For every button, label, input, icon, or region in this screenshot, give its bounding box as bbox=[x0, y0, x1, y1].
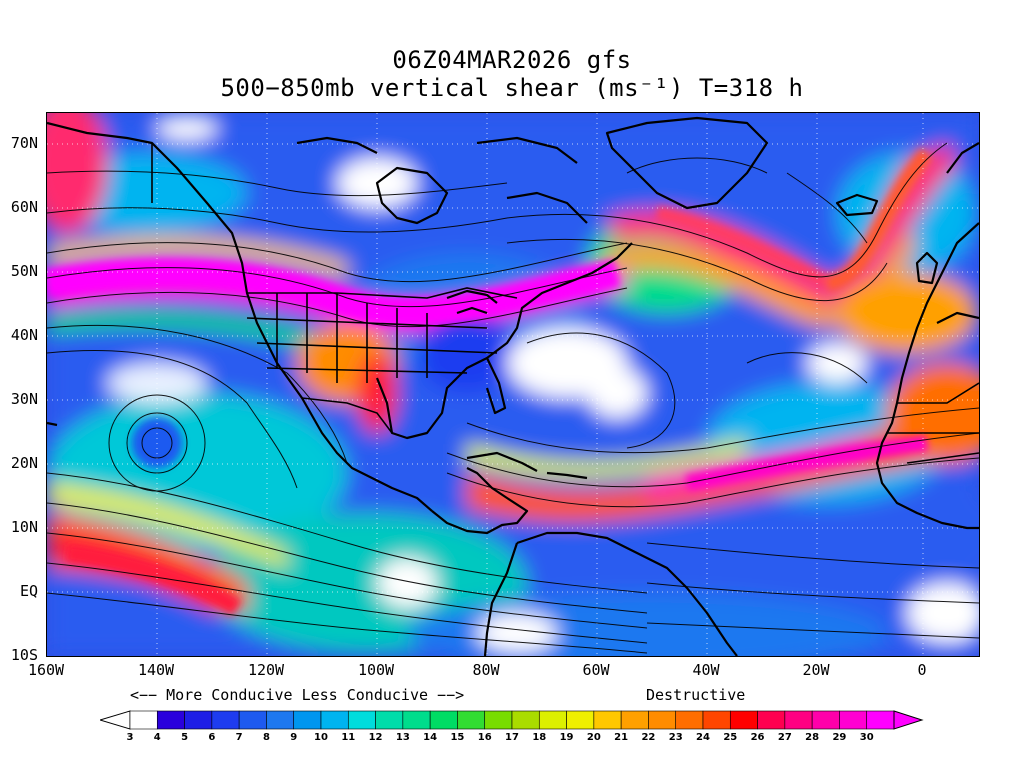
colorbar-swatch bbox=[811, 710, 840, 730]
colorbar-swatch bbox=[293, 710, 322, 730]
colorbar-label: 18 bbox=[532, 732, 547, 743]
colorbar-label: 14 bbox=[423, 732, 438, 743]
colorbar-swatch bbox=[538, 710, 567, 730]
lat-label-20n: 20N bbox=[10, 454, 38, 472]
colorbar-label: 27 bbox=[777, 732, 792, 743]
lat-label-10n: 10N bbox=[10, 518, 38, 536]
colorbar-label: 16 bbox=[477, 732, 492, 743]
lon-label-80w: 80W bbox=[472, 661, 500, 679]
lat-label-eq: EQ bbox=[19, 582, 38, 600]
lon-label-60w: 60W bbox=[582, 661, 610, 679]
colorbar-label: 26 bbox=[750, 732, 765, 743]
shear-map-svg bbox=[47, 113, 979, 656]
graticule bbox=[47, 113, 979, 656]
colorbar-label: 7 bbox=[235, 732, 243, 743]
lon-label-0: 0 bbox=[917, 661, 927, 679]
lat-label-60n: 60N bbox=[10, 198, 38, 216]
colorbar-label: 28 bbox=[805, 732, 820, 743]
colorbar-swatch bbox=[266, 710, 295, 730]
lat-label-40n: 40N bbox=[10, 326, 38, 344]
colorbar-label: 12 bbox=[368, 732, 383, 743]
colorbar-label: 6 bbox=[208, 732, 216, 743]
colorbar-label: 4 bbox=[153, 732, 161, 743]
colorbar-swatch bbox=[702, 710, 731, 730]
shear-map bbox=[46, 112, 980, 657]
colorbar-label: 29 bbox=[832, 732, 847, 743]
coastlines bbox=[47, 116, 979, 656]
colorbar-swatch bbox=[347, 710, 376, 730]
colorbar-label: 10 bbox=[314, 732, 328, 743]
colorbar-swatch bbox=[129, 710, 158, 730]
colorbar-swatch bbox=[511, 710, 540, 730]
colorbar-swatch bbox=[757, 710, 786, 730]
lat-label-70n: 70N bbox=[10, 134, 38, 152]
lat-label-10s: 10S bbox=[10, 646, 38, 664]
legend-destructive-text: Destructive bbox=[646, 686, 746, 704]
legend-conducive-text: <−− More Conducive Less Conducive −−> bbox=[130, 686, 465, 704]
colorbar-label: 11 bbox=[341, 732, 356, 743]
colorbar bbox=[100, 710, 924, 730]
colorbar-arrow-high bbox=[893, 710, 924, 730]
colorbar-swatch bbox=[566, 710, 595, 730]
colorbar-label: 21 bbox=[614, 732, 629, 743]
colorbar-label: 13 bbox=[395, 732, 410, 743]
colorbar-label: 23 bbox=[668, 732, 683, 743]
lon-label-160w: 160W bbox=[27, 661, 65, 679]
colorbar-swatch bbox=[675, 710, 704, 730]
colorbar-label: 3 bbox=[126, 732, 134, 743]
colorbar-swatch bbox=[866, 710, 895, 730]
colorbar-label: 20 bbox=[586, 732, 601, 743]
colorbar-swatch bbox=[375, 710, 404, 730]
colorbar-swatch bbox=[484, 710, 513, 730]
colorbar-label: 17 bbox=[505, 732, 519, 743]
colorbar-label: 19 bbox=[559, 732, 574, 743]
chart-title-line2: 500−850mb vertical shear (ms⁻¹) T=318 h bbox=[220, 74, 804, 102]
colorbar-label: 24 bbox=[696, 732, 710, 743]
colorbar-swatch bbox=[211, 710, 240, 730]
chart-title-line1: 06Z04MAR2026 gfs bbox=[392, 46, 632, 74]
colorbar-swatch bbox=[620, 710, 649, 730]
colorbar-swatch bbox=[648, 710, 677, 730]
colorbar-swatch bbox=[184, 710, 213, 730]
colorbar-label: 25 bbox=[723, 732, 738, 743]
colorbar-swatch bbox=[457, 710, 486, 730]
colorbar-label: 5 bbox=[181, 732, 189, 743]
lon-label-100w: 100W bbox=[357, 661, 395, 679]
colorbar-swatch bbox=[320, 710, 349, 730]
colorbar-label: 9 bbox=[290, 732, 298, 743]
lat-label-30n: 30N bbox=[10, 390, 38, 408]
lon-label-40w: 40W bbox=[692, 661, 720, 679]
lon-label-120w: 120W bbox=[247, 661, 285, 679]
colorbar-swatch bbox=[429, 710, 458, 730]
lon-label-140w: 140W bbox=[137, 661, 175, 679]
colorbar-swatch bbox=[784, 710, 813, 730]
colorbar-swatch bbox=[156, 710, 185, 730]
lat-label-50n: 50N bbox=[10, 262, 38, 280]
colorbar-label: 8 bbox=[262, 732, 270, 743]
colorbar-label: 15 bbox=[450, 732, 465, 743]
colorbar-swatch bbox=[402, 710, 431, 730]
colorbar-label: 30 bbox=[859, 732, 874, 743]
colorbar-swatch bbox=[238, 710, 267, 730]
colorbar-label: 22 bbox=[641, 732, 656, 743]
colorbar-swatch bbox=[593, 710, 622, 730]
colorbar-arrow-low bbox=[100, 710, 131, 730]
colorbar-swatch bbox=[839, 710, 868, 730]
lon-label-20w: 20W bbox=[802, 661, 830, 679]
colorbar-swatch bbox=[729, 710, 758, 730]
